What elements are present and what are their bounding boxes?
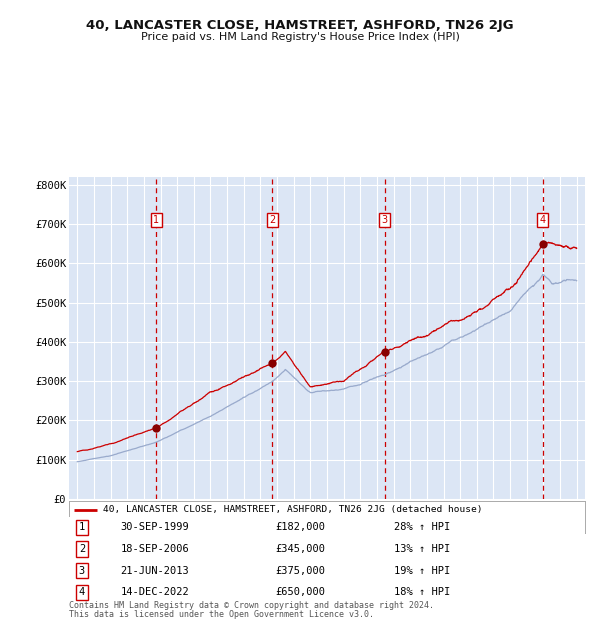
Text: 4: 4 — [539, 215, 546, 225]
Text: 21-JUN-2013: 21-JUN-2013 — [121, 565, 190, 576]
Text: 3: 3 — [382, 215, 388, 225]
Text: £345,000: £345,000 — [275, 544, 325, 554]
Text: 1: 1 — [79, 522, 85, 533]
Text: 2: 2 — [79, 544, 85, 554]
Text: 1: 1 — [154, 215, 160, 225]
Text: 2: 2 — [269, 215, 275, 225]
Text: 18-SEP-2006: 18-SEP-2006 — [121, 544, 190, 554]
Text: £182,000: £182,000 — [275, 522, 325, 533]
Text: £650,000: £650,000 — [275, 587, 325, 598]
Text: 30-SEP-1999: 30-SEP-1999 — [121, 522, 190, 533]
Text: 19% ↑ HPI: 19% ↑ HPI — [394, 565, 451, 576]
Text: This data is licensed under the Open Government Licence v3.0.: This data is licensed under the Open Gov… — [69, 609, 374, 619]
Text: Price paid vs. HM Land Registry's House Price Index (HPI): Price paid vs. HM Land Registry's House … — [140, 32, 460, 42]
Text: Contains HM Land Registry data © Crown copyright and database right 2024.: Contains HM Land Registry data © Crown c… — [69, 601, 434, 610]
Text: 4: 4 — [79, 587, 85, 598]
Text: 40, LANCASTER CLOSE, HAMSTREET, ASHFORD, TN26 2JG (detached house): 40, LANCASTER CLOSE, HAMSTREET, ASHFORD,… — [103, 505, 482, 515]
Text: 13% ↑ HPI: 13% ↑ HPI — [394, 544, 451, 554]
Text: £375,000: £375,000 — [275, 565, 325, 576]
Text: 14-DEC-2022: 14-DEC-2022 — [121, 587, 190, 598]
Text: 3: 3 — [79, 565, 85, 576]
Text: 40, LANCASTER CLOSE, HAMSTREET, ASHFORD, TN26 2JG: 40, LANCASTER CLOSE, HAMSTREET, ASHFORD,… — [86, 19, 514, 32]
Text: 18% ↑ HPI: 18% ↑ HPI — [394, 587, 451, 598]
Text: 28% ↑ HPI: 28% ↑ HPI — [394, 522, 451, 533]
Text: HPI: Average price, detached house, Ashford: HPI: Average price, detached house, Ashf… — [103, 521, 350, 531]
